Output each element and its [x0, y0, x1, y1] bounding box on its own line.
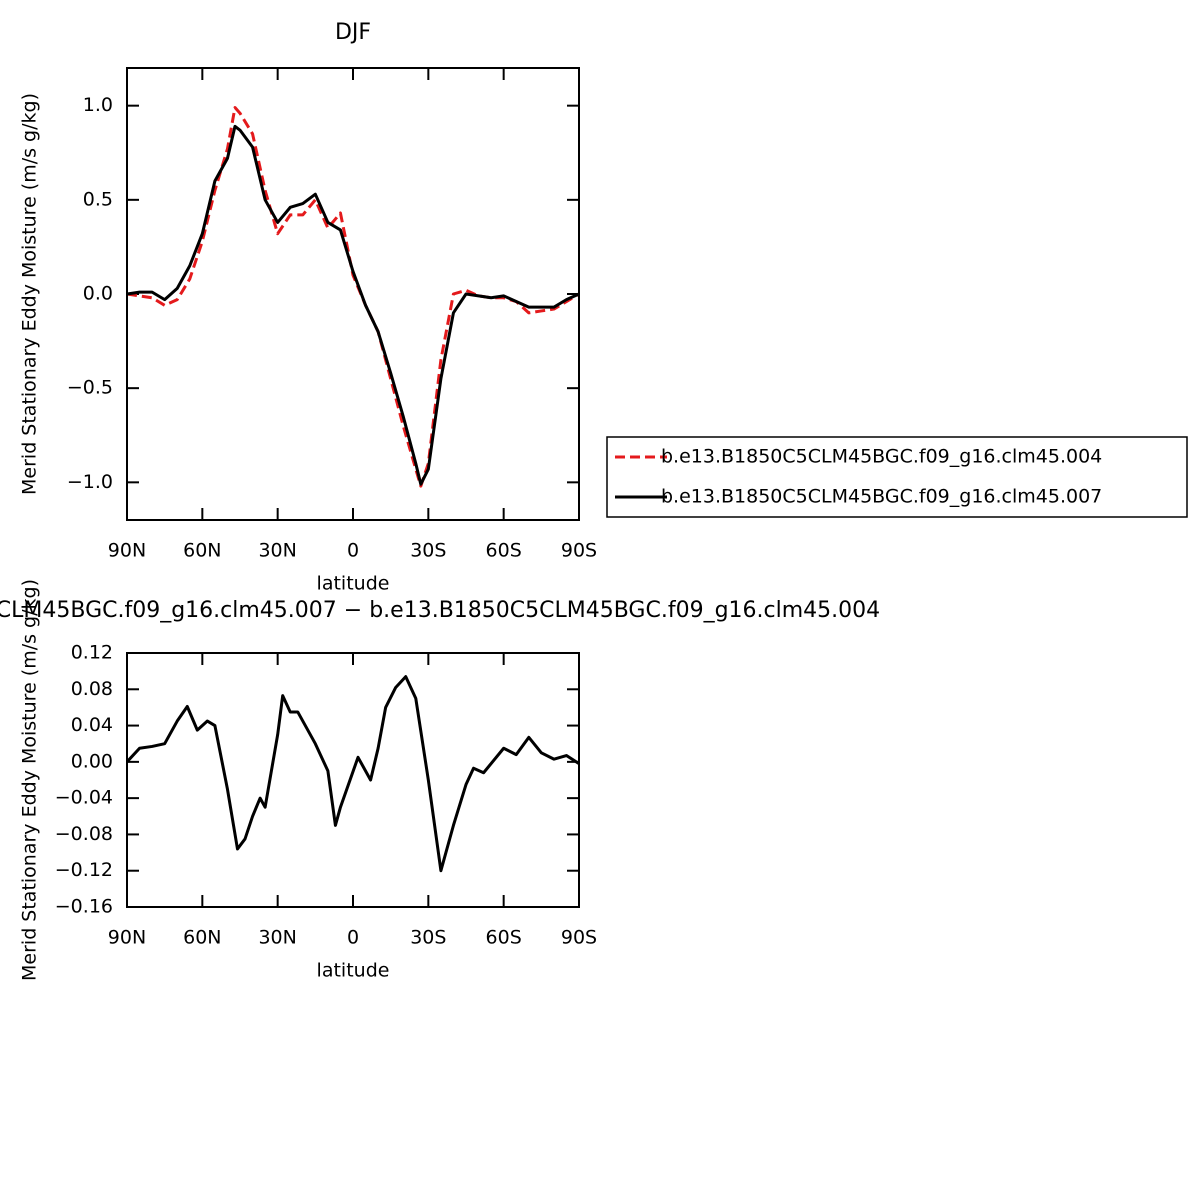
- y-tick-label: −1.0: [67, 471, 113, 493]
- y-tick-label: 0.04: [71, 714, 113, 736]
- x-axis-label: latitude: [317, 960, 390, 982]
- legend-label: b.e13.B1850C5CLM45BGC.f09_g16.clm45.007: [661, 486, 1102, 508]
- y-axis-label: Merid Stationary Eddy Moisture (m/s g/kg…: [19, 579, 41, 981]
- legend-label: b.e13.B1850C5CLM45BGC.f09_g16.clm45.004: [661, 446, 1102, 468]
- x-tick-label: 0: [347, 927, 359, 949]
- x-tick-label: 60S: [486, 540, 522, 562]
- plot-frame: [126, 67, 580, 521]
- x-tick-label: 90S: [561, 540, 597, 562]
- y-tick-label: −0.04: [55, 787, 113, 809]
- x-tick-label: 30S: [410, 927, 446, 949]
- y-tick-label: −0.16: [55, 896, 113, 918]
- chart-title: DJF: [335, 20, 371, 45]
- x-tick-label: 30N: [258, 540, 296, 562]
- x-tick-label: 90N: [108, 540, 146, 562]
- x-tick-label: 0: [347, 540, 359, 562]
- legend-box: [606, 436, 1188, 518]
- x-tick-label: 30S: [410, 540, 446, 562]
- y-tick-label: 0.5: [83, 188, 113, 210]
- x-tick-label: 60N: [183, 540, 221, 562]
- y-axis-label: Merid Stationary Eddy Moisture (m/s g/kg…: [19, 93, 41, 495]
- y-tick-label: 0.08: [71, 678, 113, 700]
- x-tick-label: 60S: [486, 927, 522, 949]
- x-tick-label: 30N: [258, 927, 296, 949]
- x-tick-label: 60N: [183, 927, 221, 949]
- x-tick-label: 90S: [561, 927, 597, 949]
- y-tick-label: 0.0: [83, 283, 113, 305]
- series-line: [125, 675, 580, 873]
- y-tick-label: −0.12: [55, 859, 113, 881]
- y-tick-label: −0.5: [67, 377, 113, 399]
- y-tick-label: 0.12: [71, 642, 113, 664]
- y-tick-label: −0.08: [55, 823, 113, 845]
- y-tick-label: 1.0: [83, 94, 113, 116]
- y-tick-label: 0.00: [71, 750, 113, 772]
- plot-frame: [126, 652, 580, 908]
- series-line: [126, 124, 580, 486]
- series-line: [126, 106, 580, 488]
- chart-title: b.e13.B1850C5CLM45BGC.f09_g16.clm45.007 …: [0, 598, 880, 623]
- x-tick-label: 90N: [108, 927, 146, 949]
- x-axis-label: latitude: [317, 573, 390, 595]
